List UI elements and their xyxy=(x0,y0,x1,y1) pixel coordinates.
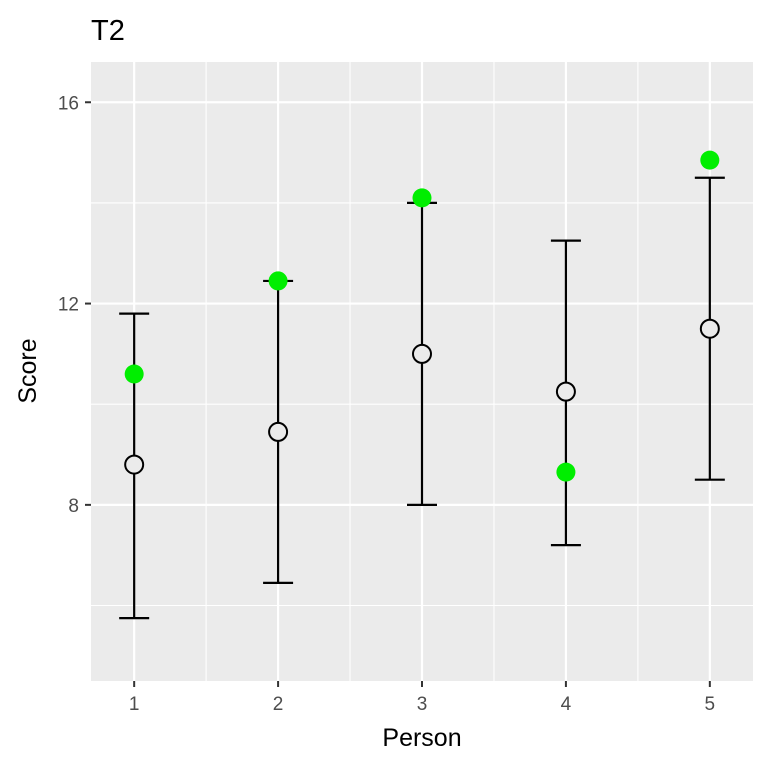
x-axis-title: Person xyxy=(382,724,461,752)
mean-point xyxy=(124,454,145,475)
x-tick-label: 5 xyxy=(705,694,716,715)
observed-point xyxy=(412,188,432,208)
x-tick-label: 1 xyxy=(129,694,140,715)
y-tick-label: 16 xyxy=(58,93,79,114)
y-tick-label: 8 xyxy=(68,496,79,517)
x-tick-label: 3 xyxy=(417,694,428,715)
observed-point xyxy=(268,271,288,291)
observed-point xyxy=(556,462,576,482)
observed-point xyxy=(700,150,720,170)
x-tick-label: 4 xyxy=(561,694,572,715)
mean-point xyxy=(699,318,720,339)
mean-point xyxy=(268,421,289,442)
y-tick-label: 12 xyxy=(58,295,79,316)
mean-point xyxy=(412,343,432,364)
chart-title: T2 xyxy=(91,15,125,47)
observed-point xyxy=(124,364,144,384)
mean-point xyxy=(555,381,576,402)
x-tick-label: 2 xyxy=(273,694,284,715)
y-axis-title: Score xyxy=(14,338,42,403)
